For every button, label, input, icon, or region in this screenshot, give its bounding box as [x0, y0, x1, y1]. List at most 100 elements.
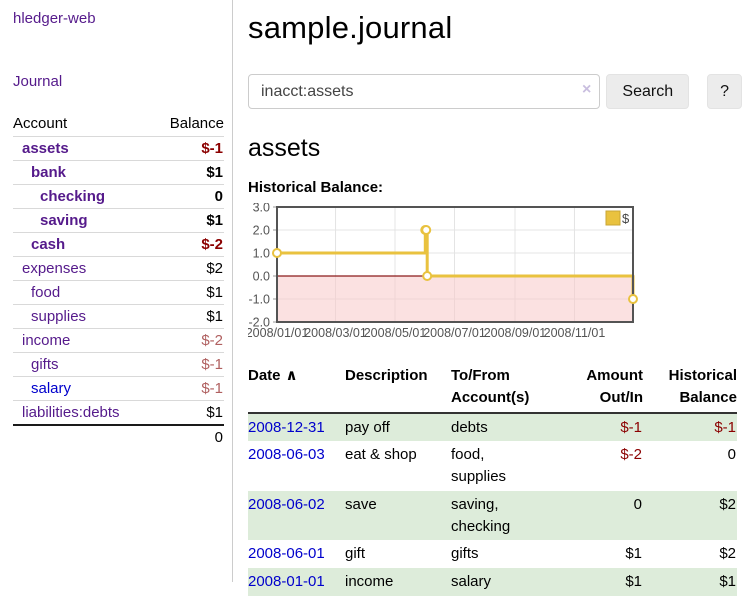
transaction-accounts: gifts	[451, 545, 479, 563]
transaction-amount: $-2	[620, 446, 642, 464]
register-header-balance: Historical Balance	[643, 365, 737, 414]
account-cell: assets	[13, 136, 153, 161]
transaction-amount: 0	[633, 495, 642, 513]
transaction-date-cell: 2008-12-31	[248, 413, 345, 442]
accounts-total-row: 0	[13, 424, 224, 449]
y-axis-tick-label: 1.0	[253, 247, 270, 261]
transaction-amount: $1	[625, 545, 642, 563]
sidebar-account-link-salary[interactable]: salary	[31, 380, 72, 397]
sidebar-account-link-gifts[interactable]: gifts	[31, 356, 59, 373]
accounts-total-value: 0	[152, 424, 224, 449]
y-axis-tick-label: -1.0	[248, 293, 270, 307]
transaction-row: 2008-06-01 gift gifts $1 $2	[248, 540, 737, 568]
account-cell: supplies	[13, 304, 153, 329]
account-cell: liabilities:debts	[13, 400, 153, 425]
transaction-date-cell: 2008-06-02	[248, 491, 345, 541]
accounts-header-balance: Balance	[169, 115, 224, 132]
register-table: Date ∧ Description To/From Account(s) Amo…	[248, 365, 737, 596]
account-cell: saving	[13, 208, 153, 233]
account-balance: $1	[152, 280, 224, 305]
sidebar-account-link-saving[interactable]: saving	[40, 212, 88, 229]
account-balance: $-1	[152, 352, 224, 377]
transaction-date-link[interactable]: 2008-06-03	[248, 446, 325, 464]
clear-search-icon[interactable]: ×	[582, 81, 592, 98]
sidebar-item-journal[interactable]: Journal	[13, 73, 63, 90]
register-header-date[interactable]: Date ∧	[248, 365, 345, 414]
account-row: saving $1	[13, 208, 224, 233]
sidebar-account-link-expenses[interactable]: expenses	[22, 260, 87, 277]
account-cell: gifts	[13, 352, 153, 377]
account-cell: income	[13, 328, 153, 353]
chart-title: Historical Balance:	[248, 179, 384, 196]
app-brand-link[interactable]: hledger-web	[13, 10, 96, 27]
account-cell: checking	[13, 184, 153, 209]
y-axis-tick-label: -2.0	[248, 316, 270, 330]
data-point-marker	[422, 271, 433, 281]
plot-border	[276, 206, 634, 323]
x-axis-tick-label: 2008/01/01	[248, 326, 308, 340]
account-row: gifts $-1	[13, 352, 224, 377]
data-point-marker	[628, 294, 638, 304]
sidebar-account-link-supplies[interactable]: supplies	[31, 308, 87, 325]
search-input[interactable]	[248, 74, 601, 109]
search-button[interactable]: Search	[606, 74, 690, 109]
account-row: cash $-2	[13, 232, 224, 257]
transaction-date-link[interactable]: 2008-06-02	[248, 495, 325, 513]
sidebar-account-link-food[interactable]: food	[31, 284, 61, 301]
sort-ascending-icon: ∧	[285, 367, 298, 384]
legend-swatch	[605, 210, 621, 226]
sidebar-account-link-assets[interactable]: assets	[22, 140, 69, 157]
account-cell: bank	[13, 160, 153, 185]
transaction-row: 2008-06-02 save saving, checking 0 $2	[248, 490, 737, 541]
sidebar-account-link-cash[interactable]: cash	[31, 236, 66, 253]
account-cell: salary	[13, 376, 153, 401]
account-balance: $1	[152, 160, 224, 185]
transaction-date-link[interactable]: 2008-06-01	[248, 545, 325, 563]
account-row: salary $-1	[13, 376, 224, 401]
transaction-accounts: food, supplies	[451, 446, 507, 485]
account-balance: 0	[152, 184, 224, 209]
transaction-date-link[interactable]: 2008-12-31	[248, 418, 325, 436]
accounts-table: Account Balance assets $-1 bank $1 checking 0…	[13, 113, 224, 449]
account-row: checking 0	[13, 184, 224, 209]
x-axis-tick-label: 2008/11/01	[544, 326, 606, 340]
account-row: income $-2	[13, 328, 224, 353]
accounts-body: assets $-1 bank $1 checking 0 saving $1 cash $-2 e…	[13, 136, 224, 425]
transaction-amount: $-1	[620, 418, 642, 436]
y-axis-tick-label: 3.0	[253, 203, 270, 215]
transaction-date-cell: 2008-06-03	[248, 441, 345, 491]
y-axis-tick-label: 0.0	[253, 270, 270, 284]
account-row: liabilities:debts $1	[13, 400, 224, 425]
page-title: sample.journal	[248, 10, 453, 45]
account-balance: $-1	[152, 136, 224, 161]
account-cell: food	[13, 280, 153, 305]
balance-chart-svg: 3.0 2.0 1.0 0.0 -1.0 -2.02008/01/012008/03/01…	[248, 203, 638, 340]
account-balance: $-2	[152, 232, 224, 257]
transaction-balance: $2	[719, 545, 736, 563]
transaction-row: 2008-06-03 eat & shop food, supplies $-2 0	[248, 441, 737, 491]
sidebar-account-link-income[interactable]: income	[22, 332, 71, 349]
transaction-description: gift	[345, 545, 366, 563]
x-axis-tick-label: 2008/07/01	[423, 326, 486, 340]
register-header-accounts: To/From Account(s)	[451, 365, 551, 414]
register-header-description: Description	[345, 365, 451, 414]
transaction-description: eat & shop	[345, 446, 417, 464]
transaction-description: save	[345, 495, 377, 513]
account-balance: $2	[152, 256, 224, 281]
transaction-balance: 0	[727, 446, 736, 464]
sidebar: hledger-web Journal Account Balance asse…	[0, 0, 233, 582]
data-point-marker	[272, 248, 282, 258]
transaction-balance: $2	[719, 495, 736, 513]
account-row: supplies $1	[13, 304, 224, 329]
help-button[interactable]: ?	[707, 74, 742, 109]
sidebar-account-link-liabilities-debts[interactable]: liabilities:debts	[22, 404, 120, 421]
search-form: × Search ?	[248, 74, 742, 109]
x-axis-tick-label: 2008/03/01	[304, 326, 367, 340]
accounts-total-spacer	[13, 424, 153, 449]
sidebar-account-link-checking[interactable]: checking	[40, 188, 106, 205]
account-heading: assets	[248, 134, 321, 162]
register-header-row: Date ∧ Description To/From Account(s) Amo…	[248, 365, 737, 414]
sidebar-account-link-bank[interactable]: bank	[31, 164, 67, 181]
negative-region	[277, 276, 633, 322]
account-balance: $1	[152, 208, 224, 233]
